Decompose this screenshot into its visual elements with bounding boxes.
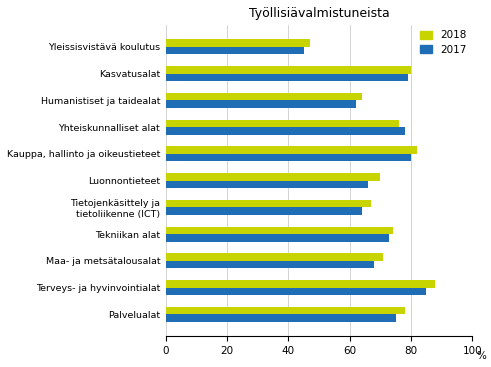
Bar [166, 120, 399, 127]
Bar [166, 127, 405, 135]
Bar [166, 146, 417, 154]
Bar [166, 181, 368, 188]
Bar [166, 314, 396, 322]
Bar [166, 288, 426, 295]
Bar [166, 234, 389, 241]
Bar [166, 200, 371, 207]
Bar [166, 307, 405, 314]
Bar [166, 66, 411, 74]
Bar [166, 207, 362, 215]
Bar [166, 93, 362, 100]
Bar [166, 261, 374, 268]
Bar [166, 47, 304, 54]
Bar [166, 100, 356, 108]
Bar [166, 154, 411, 161]
Bar [166, 226, 392, 234]
Bar [166, 253, 383, 261]
X-axis label: %: % [476, 352, 486, 361]
Bar [166, 39, 310, 47]
Legend: 2018, 2017: 2018, 2017 [420, 30, 467, 55]
Title: Työllisiävalmistuneista: Työllisiävalmistuneista [248, 7, 389, 20]
Bar [166, 280, 436, 288]
Bar [166, 74, 408, 81]
Bar [166, 173, 380, 181]
